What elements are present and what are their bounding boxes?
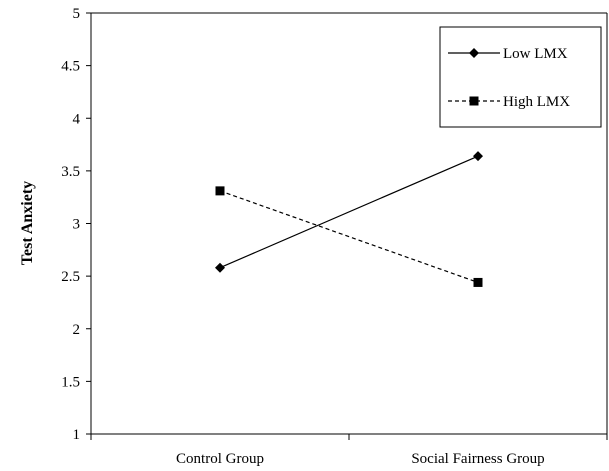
data-point [473, 151, 483, 162]
x-tick-label: Social Fairness Group [411, 451, 544, 467]
legend-marker [469, 96, 479, 106]
y-tick-label: 2.5 [61, 269, 80, 285]
y-axis-title: Test Anxiety [19, 181, 36, 265]
y-tick-label: 1.5 [61, 374, 80, 390]
data-point [215, 186, 225, 196]
data-point [473, 277, 483, 287]
x-axis-categories: Control Group Social Fairness Group [90, 434, 608, 467]
series-line [219, 155, 479, 269]
y-tick-label: 1 [73, 427, 81, 443]
legend: Low LMX High LMX [439, 26, 602, 128]
y-tick-label: 3 [73, 217, 81, 233]
series-markers [215, 151, 483, 287]
legend-label: Low LMX [503, 46, 568, 62]
legend-box [439, 26, 602, 128]
legend-label: High LMX [503, 94, 570, 110]
data-point [215, 262, 225, 273]
y-tick-label: 5 [73, 6, 81, 22]
series-line [219, 190, 479, 284]
legend-items: Low LMX High LMX [448, 46, 570, 110]
y-tick-label: 4.5 [61, 59, 80, 75]
legend-marker [469, 48, 479, 58]
y-tick-label: 4 [73, 111, 81, 127]
y-tick-label: 3.5 [61, 164, 80, 180]
y-tick-label: 2 [73, 322, 81, 338]
series-lines [219, 155, 479, 284]
x-tick-label: Control Group [176, 451, 264, 467]
y-axis-ticks: 1 1.5 2 2.5 3 3.5 4 4.5 5 [61, 6, 91, 443]
